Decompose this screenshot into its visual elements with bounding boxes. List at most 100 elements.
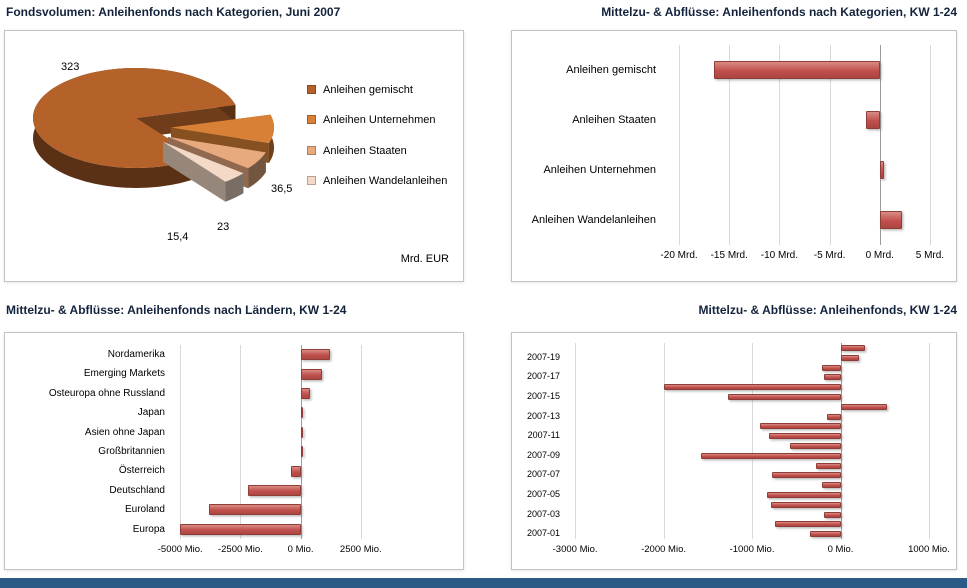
- bar: [290, 465, 301, 477]
- legend-item: Anleihen gemischt: [307, 83, 447, 97]
- axis-tick-label: 5 Mrd.: [915, 250, 945, 261]
- bar: [821, 482, 841, 489]
- axis-tick-label: 0 Mio.: [827, 544, 854, 555]
- pie-slice-face: [33, 68, 236, 168]
- pie-value-label: 15,4: [167, 231, 189, 243]
- axis-tick-label: -2000 Mio.: [641, 544, 686, 555]
- category-label: Anleihen Staaten: [572, 114, 656, 126]
- gridline: [663, 343, 665, 539]
- bar: [772, 472, 841, 479]
- bar: [767, 491, 841, 498]
- category-label: Anleihen Unternehmen: [543, 164, 656, 176]
- gridline: [928, 343, 930, 539]
- axis-tick-label: -10 Mrd.: [760, 250, 799, 261]
- category-label: 2007-17: [526, 372, 560, 382]
- axis-tick-label: -3000 Mio.: [552, 544, 598, 555]
- category-label: Euroland: [124, 504, 165, 516]
- bar: [827, 413, 841, 420]
- pie-3d: [33, 68, 274, 202]
- kategorien-chart-title: Mittelzu- & Abflüsse: Anleihenfonds nach…: [601, 5, 957, 19]
- bar: [823, 374, 841, 381]
- category-label: Anleihen gemischt: [566, 64, 656, 76]
- legend-swatch: [307, 145, 316, 155]
- axis-tick-label: -15 Mrd.: [710, 250, 748, 261]
- axis-tick-label: -5000 Mio.: [157, 544, 203, 555]
- bar: [770, 501, 841, 508]
- category-label: Nordamerika: [107, 349, 165, 360]
- pie-slice-face: [170, 114, 274, 144]
- pie-value-label: 36,5: [271, 183, 293, 195]
- legend-item: Anleihen Wandelanleihen: [307, 174, 447, 188]
- category-label: 2007-11: [527, 431, 560, 441]
- bar: [768, 433, 841, 440]
- bar: [714, 61, 880, 79]
- bar: [180, 523, 301, 535]
- bar: [840, 354, 860, 361]
- category-label: 2007-19: [526, 352, 560, 362]
- bar: [879, 161, 884, 179]
- legend-swatch: [307, 175, 316, 185]
- category-label: Emerging Markets: [83, 368, 165, 380]
- laender-chart-title: Mittelzu- & Abflüsse: Anleihenfonds nach…: [6, 303, 347, 317]
- bar: [247, 485, 301, 496]
- gridline: [575, 343, 577, 539]
- category-label: 2007-09: [526, 450, 560, 460]
- gridline: [929, 45, 931, 245]
- axis-tick-label: -20 Mrd.: [660, 250, 698, 261]
- gridline: [779, 45, 781, 245]
- pie-unit-label: Mrd. EUR: [400, 253, 449, 265]
- legend-item: Anleihen Unternehmen: [307, 113, 447, 127]
- bar: [300, 407, 304, 419]
- category-label: Osteuropa ohne Russland: [48, 387, 165, 399]
- laender-chart-panel: -5000 Mio. -2500 Mio. 0 Mio. 2500 Mio. Norda…: [4, 332, 464, 570]
- legend-label: Anleihen gemischt: [323, 84, 413, 96]
- category-label: Anleihen Wandelanleihen: [531, 214, 656, 226]
- bar: [300, 388, 311, 399]
- category-label: Europa: [132, 523, 165, 535]
- bar: [815, 462, 841, 469]
- bar: [840, 403, 887, 410]
- category-label: Asien ohne Japan: [84, 426, 165, 438]
- category-label: Österreich: [118, 465, 165, 477]
- gridline: [360, 345, 362, 539]
- axis-tick-label: 1000 Mio.: [908, 544, 950, 555]
- kategorien-chart-panel: -20 Mrd. -15 Mrd. -10 Mrd. -5 Mrd. 0 Mrd. 5 M…: [511, 30, 957, 282]
- axis-tick-label: 0 Mio.: [287, 544, 314, 555]
- legend-label: Anleihen Staaten: [323, 144, 407, 157]
- zero-axis-line: [300, 345, 302, 539]
- plot-area: [173, 345, 421, 539]
- bar: [300, 446, 304, 458]
- gridline: [729, 45, 731, 245]
- category-label: 2007-01: [526, 529, 560, 539]
- pie-slice-face: [167, 136, 266, 169]
- pie-slice-face: [225, 173, 244, 202]
- legend-swatch: [307, 85, 316, 94]
- gridline: [240, 345, 242, 539]
- category-label: 2007-13: [526, 411, 560, 421]
- category-label: 2007-15: [526, 392, 560, 401]
- axis-tick-label: -1000 Mio.: [729, 544, 775, 555]
- category-label: Großbritannien: [98, 446, 165, 457]
- bar: [300, 368, 323, 380]
- bar: [300, 349, 330, 361]
- bar: [663, 384, 841, 391]
- bar: [865, 111, 880, 129]
- footer-accent-bar: [0, 578, 967, 588]
- axis-tick-label: 0 Mrd.: [865, 250, 894, 261]
- plot-area: [664, 45, 950, 245]
- pie-slice-face: [163, 141, 226, 202]
- bar: [810, 531, 841, 538]
- bar: [821, 364, 841, 371]
- category-label: 2007-07: [526, 470, 560, 480]
- bar: [700, 452, 841, 459]
- pie-legend: Anleihen gemischt Anleihen Unternehmen Anl…: [307, 83, 447, 188]
- bar: [760, 423, 841, 430]
- gridline: [180, 345, 182, 539]
- pie-slice-face: [136, 105, 236, 138]
- bar: [790, 442, 841, 449]
- bar: [728, 393, 841, 400]
- pie-chart-panel: Mrd. EUR 323 36,5 23 15,4 Anleihen gemischt A…: [4, 30, 464, 282]
- bar: [209, 504, 301, 516]
- gridline: [679, 45, 681, 245]
